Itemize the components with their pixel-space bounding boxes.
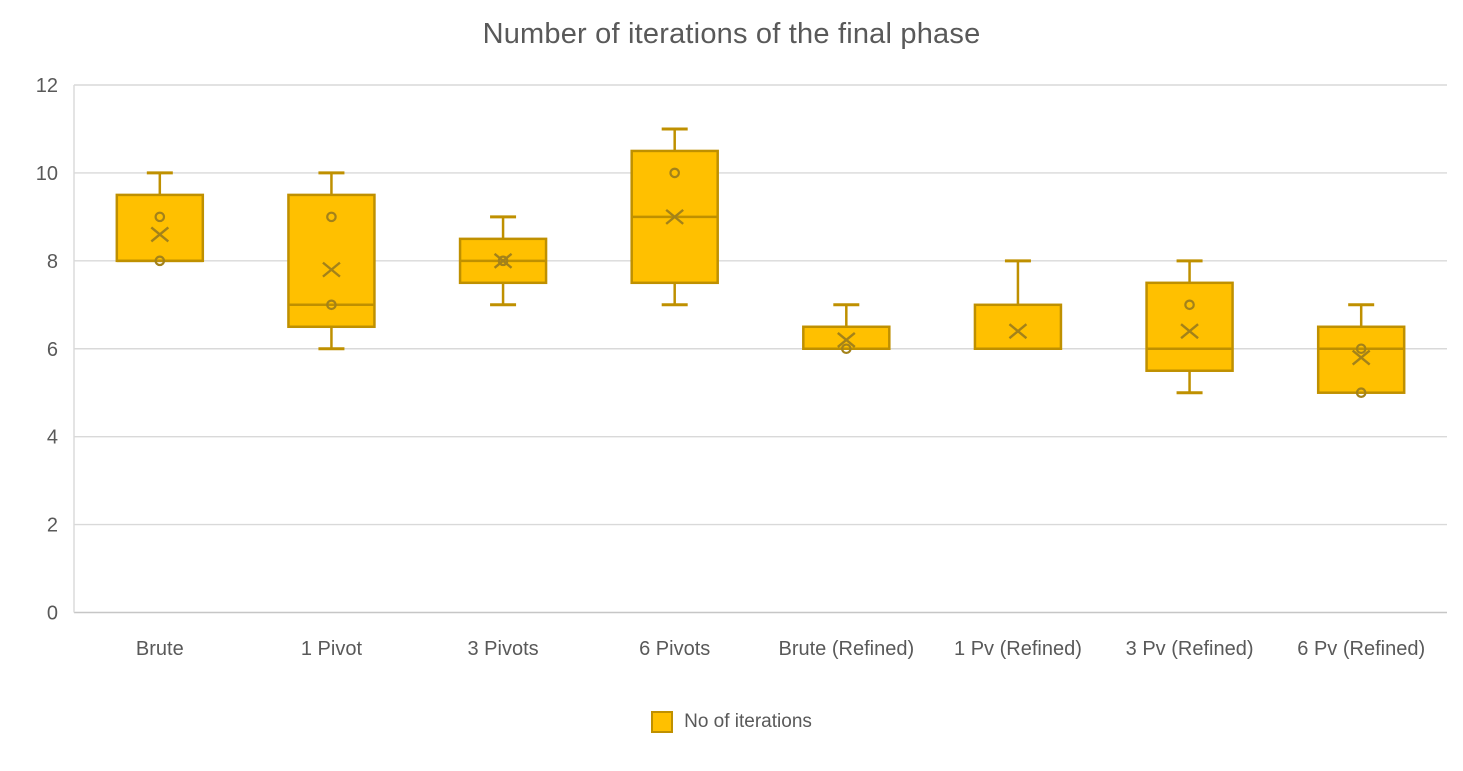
box [287,193,376,329]
mean-marker-stroke [322,261,341,278]
x-category-label-brute-refined: Brute (Refined) [779,638,915,660]
legend: No of iterations [0,710,1463,734]
outlier-point [154,255,166,267]
x-category-label-3-pivots: 3 Pivots [467,638,538,660]
mean-marker [1351,349,1371,366]
y-tick-label: 4 [47,427,58,449]
box-group-3-pivots [458,215,548,307]
y-tick-label: 12 [36,75,58,97]
mean-marker-stroke [665,208,684,225]
mean-marker [322,261,341,278]
mean-marker [150,226,170,243]
y-tick-label: 6 [47,339,58,361]
outlier-point [1184,299,1195,311]
outlier-point [154,211,166,223]
mean-marker [493,252,513,269]
y-tick-label: 2 [47,515,58,537]
outlier-point [326,299,337,311]
x-category-label-6-pv-refined: 6 Pv (Refined) [1297,638,1425,660]
outlier-point [1355,343,1367,355]
mean-marker [837,332,856,348]
mean-marker-stroke [493,252,513,269]
box [1145,281,1234,372]
outlier-point [497,255,509,267]
legend-swatch [651,711,674,733]
y-tick-label: 8 [47,251,58,273]
mean-marker-stroke [837,332,856,348]
x-category-label-1-pv-refined: 1 Pv (Refined) [954,638,1082,660]
box [1316,325,1406,394]
x-category-label-1-pivot: 1 Pivot [301,638,363,660]
outlier-point [1355,387,1367,399]
mean-marker-stroke [1351,349,1371,366]
mean-marker [1008,323,1028,340]
box-group-6-pv-refined [1316,303,1406,399]
box-group-3-pv-refined [1145,259,1234,395]
outlier-point [841,343,852,355]
legend-label: No of iterations [684,711,812,732]
y-tick-label: 10 [36,163,58,185]
box-group-1-pv-refined [973,259,1063,350]
x-category-label-brute: Brute [136,638,184,660]
y-tick-label: 0 [47,603,58,625]
outlier-point [326,211,337,223]
mean-marker [1180,323,1199,340]
mean-marker-stroke [1008,323,1028,340]
x-category-label-3-pv-refined: 3 Pv (Refined) [1126,638,1254,660]
box-group-brute [115,171,205,267]
chart-title: Number of iterations of the final phase [482,18,981,50]
box-group-brute-refined [802,303,891,355]
box-group-6-pivots [630,127,719,307]
box [115,193,205,263]
mean-marker-stroke [1180,323,1199,340]
mean-marker [665,208,684,225]
box [973,303,1063,350]
mean-marker-stroke [150,226,170,243]
x-category-label-6-pivots: 6 Pivots [639,638,710,660]
outlier-point [669,167,680,179]
box-group-1-pivot [287,171,376,351]
